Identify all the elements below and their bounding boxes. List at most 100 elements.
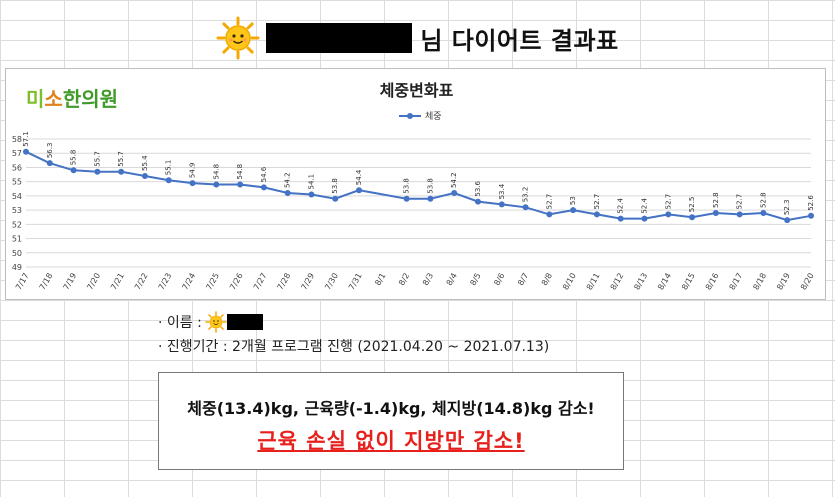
data-point bbox=[70, 167, 77, 174]
y-tick-label: 55 bbox=[12, 178, 22, 187]
data-point bbox=[546, 211, 553, 218]
result-highlight: 근육 손실 없이 지방만 감소! bbox=[257, 429, 525, 453]
data-label: 53.2 bbox=[522, 187, 530, 203]
data-point bbox=[451, 190, 458, 197]
weight-chart: 미소한의원 체중변화표 체중 49 50 51 52 53 54 55 56 57 58 7/17 7… bbox=[5, 68, 826, 300]
x-tick-label: 8/1 bbox=[373, 272, 387, 288]
x-tick-label: 7/22 bbox=[133, 272, 150, 292]
data-point bbox=[689, 214, 696, 221]
x-tick-label: 8/2 bbox=[397, 272, 411, 288]
data-label: 52.7 bbox=[736, 194, 744, 210]
page-header: 님 다이어트 결과표 bbox=[0, 14, 835, 62]
data-label: 52.5 bbox=[688, 197, 696, 213]
data-point bbox=[141, 172, 148, 179]
data-point bbox=[593, 211, 600, 218]
data-label: 54.8 bbox=[236, 164, 244, 180]
data-label: 52.7 bbox=[545, 194, 553, 210]
data-label: 55.8 bbox=[70, 150, 78, 166]
x-tick-label: 7/19 bbox=[62, 272, 79, 292]
name-label: · 이름 : bbox=[158, 315, 202, 331]
data-point bbox=[308, 191, 315, 198]
data-label: 52.6 bbox=[807, 195, 815, 211]
chart-legend: 체중 bbox=[399, 109, 442, 122]
logo-part-1: 미 bbox=[26, 87, 45, 111]
x-tick-label: 8/5 bbox=[468, 272, 482, 288]
x-tick-label: 7/27 bbox=[252, 272, 269, 292]
logo-part-2: 소 bbox=[44, 87, 63, 111]
legend-label: 체중 bbox=[425, 112, 442, 122]
x-tick-label: 7/30 bbox=[323, 272, 340, 292]
y-tick-label: 57 bbox=[12, 149, 22, 158]
data-point bbox=[522, 204, 529, 211]
x-tick-label: 8/20 bbox=[799, 272, 816, 292]
data-point bbox=[617, 215, 624, 222]
y-tick-label: 58 bbox=[12, 135, 22, 144]
data-point bbox=[213, 181, 220, 188]
y-tick-label: 53 bbox=[12, 206, 22, 215]
clinic-logo: 미소한의원 bbox=[26, 83, 118, 112]
data-label: 54.2 bbox=[450, 172, 458, 188]
data-label: 55.4 bbox=[141, 155, 149, 171]
y-tick-label: 50 bbox=[12, 249, 22, 258]
data-label: 52.7 bbox=[593, 194, 601, 210]
x-tick-label: 8/15 bbox=[680, 272, 697, 292]
data-label: 53.8 bbox=[331, 178, 339, 194]
x-tick-label: 7/26 bbox=[228, 272, 245, 292]
x-tick-label: 8/17 bbox=[728, 272, 745, 292]
x-tick-label: 8/8 bbox=[540, 272, 554, 288]
data-point bbox=[332, 195, 339, 202]
redacted-name bbox=[226, 314, 263, 330]
x-tick-label: 7/28 bbox=[276, 272, 293, 292]
result-box: 체중(13.4)kg, 근육량(-1.4)kg, 체지방(14.8)kg 감소!… bbox=[158, 372, 624, 470]
sun-emoji-icon bbox=[205, 311, 227, 333]
x-tick-label: 7/24 bbox=[180, 272, 197, 292]
data-point bbox=[474, 198, 481, 205]
x-tick-label: 8/18 bbox=[751, 272, 768, 292]
data-label: 52.8 bbox=[712, 192, 720, 208]
sun-emoji-icon bbox=[216, 16, 260, 60]
data-label: 53.4 bbox=[498, 183, 506, 199]
data-point bbox=[46, 160, 53, 167]
x-tick-label: 7/25 bbox=[204, 272, 221, 292]
y-tick-label: 54 bbox=[12, 192, 22, 201]
data-label: 55.7 bbox=[93, 151, 101, 167]
data-label: 56.3 bbox=[46, 143, 54, 159]
chart-plot: 49 50 51 52 53 54 55 56 57 58 7/17 7/18 7/19 7/20 7/21… bbox=[12, 131, 816, 292]
x-tick-label: 8/4 bbox=[445, 272, 459, 288]
x-tick-label: 8/6 bbox=[492, 272, 506, 288]
data-point bbox=[665, 211, 672, 218]
x-tick-label: 7/29 bbox=[299, 272, 316, 292]
data-point bbox=[760, 209, 767, 216]
period-text: · 진행기간 : 2개월 프로그램 진행 (2021.04.20 ~ 2021.… bbox=[158, 339, 550, 355]
data-point bbox=[712, 209, 719, 216]
x-tick-label: 7/23 bbox=[157, 272, 174, 292]
data-point bbox=[403, 195, 410, 202]
y-tick-label: 52 bbox=[12, 220, 22, 229]
result-summary: 체중(13.4)kg, 근육량(-1.4)kg, 체지방(14.8)kg 감소! bbox=[187, 399, 595, 418]
data-point bbox=[427, 195, 434, 202]
data-label: 52.4 bbox=[640, 198, 648, 214]
data-label: 57.1 bbox=[22, 131, 30, 147]
x-tick-label: 8/7 bbox=[516, 272, 530, 288]
x-tick-label: 8/14 bbox=[656, 272, 673, 292]
data-label: 54.2 bbox=[284, 172, 292, 188]
x-tick-label: 7/20 bbox=[85, 272, 102, 292]
x-tick-label: 8/3 bbox=[421, 272, 435, 288]
x-tick-label: 7/31 bbox=[347, 272, 364, 292]
data-point bbox=[237, 181, 244, 188]
data-label: 53.8 bbox=[426, 178, 434, 194]
data-label: 54.1 bbox=[307, 174, 315, 190]
x-tick-label: 7/21 bbox=[109, 272, 126, 292]
x-tick-label: 8/11 bbox=[585, 272, 602, 292]
logo-part-3: 한의원 bbox=[62, 87, 119, 111]
x-tick-label: 8/12 bbox=[609, 272, 626, 292]
data-point bbox=[641, 215, 648, 222]
data-point bbox=[165, 177, 172, 184]
y-tick-label: 56 bbox=[12, 163, 22, 172]
data-label: 52.4 bbox=[617, 198, 625, 214]
data-point bbox=[260, 184, 267, 191]
data-label: 53 bbox=[569, 196, 577, 205]
data-point bbox=[808, 212, 814, 219]
page-title: 님 다이어트 결과표 bbox=[420, 26, 619, 55]
data-point bbox=[189, 180, 196, 187]
